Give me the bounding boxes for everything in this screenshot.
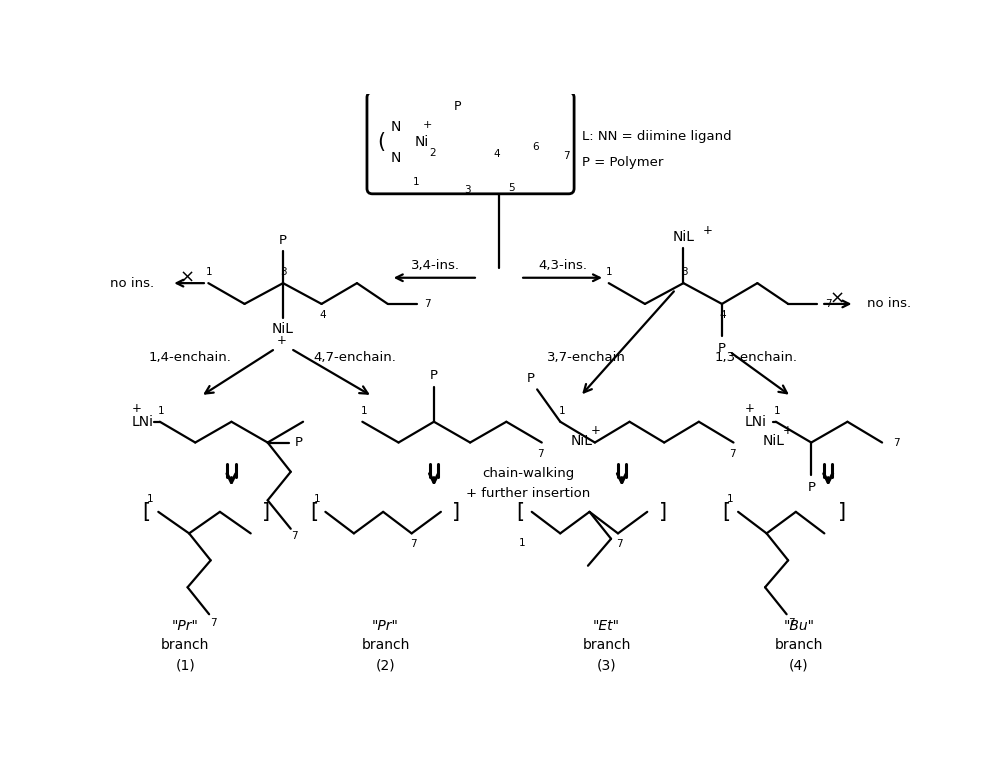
Text: 2: 2 bbox=[429, 148, 436, 158]
Text: P: P bbox=[718, 342, 726, 355]
Text: ×: × bbox=[180, 269, 195, 287]
Text: P: P bbox=[527, 372, 535, 385]
Text: 3,4-ins.: 3,4-ins. bbox=[411, 259, 460, 272]
Text: +: + bbox=[782, 425, 792, 437]
Text: 3: 3 bbox=[681, 267, 688, 277]
Text: 1,4-enchain.: 1,4-enchain. bbox=[149, 351, 232, 364]
Text: 1: 1 bbox=[158, 406, 165, 416]
Text: ×: × bbox=[830, 290, 845, 308]
Text: P = Polymer: P = Polymer bbox=[582, 155, 663, 169]
Text: 1: 1 bbox=[361, 406, 367, 416]
Text: 4: 4 bbox=[319, 310, 326, 319]
Text: 5: 5 bbox=[508, 184, 515, 194]
Text: P: P bbox=[430, 369, 438, 382]
Text: 7: 7 bbox=[893, 437, 899, 448]
Text: 1: 1 bbox=[726, 494, 733, 504]
Text: branch: branch bbox=[161, 638, 209, 652]
Text: 1: 1 bbox=[558, 406, 565, 416]
Text: 7: 7 bbox=[410, 539, 416, 549]
Text: ]: ] bbox=[262, 502, 270, 522]
Text: 7: 7 bbox=[210, 618, 217, 628]
Text: ]: ] bbox=[659, 502, 667, 522]
Text: +: + bbox=[703, 224, 713, 237]
Text: +: + bbox=[422, 120, 432, 130]
Text: (2): (2) bbox=[376, 659, 395, 672]
Text: 7: 7 bbox=[424, 299, 431, 309]
Text: ]: ] bbox=[838, 502, 846, 522]
Text: 4: 4 bbox=[493, 148, 500, 159]
Text: 1: 1 bbox=[206, 267, 212, 277]
Text: 1: 1 bbox=[606, 267, 613, 277]
Text: branch: branch bbox=[775, 638, 823, 652]
Text: "Pr": "Pr" bbox=[172, 619, 199, 633]
Text: 1,3-enchain.: 1,3-enchain. bbox=[714, 351, 797, 364]
Text: 3,7-enchain: 3,7-enchain bbox=[547, 351, 626, 364]
Text: [: [ bbox=[516, 502, 524, 522]
Text: +: + bbox=[277, 334, 286, 348]
Text: +: + bbox=[745, 402, 755, 415]
Text: Ni: Ni bbox=[415, 135, 429, 149]
Text: 1: 1 bbox=[147, 494, 153, 504]
Text: no ins.: no ins. bbox=[867, 298, 912, 310]
Text: chain-walking: chain-walking bbox=[482, 467, 574, 480]
Text: NiL: NiL bbox=[672, 230, 694, 244]
Text: P: P bbox=[279, 234, 287, 247]
Text: NiL: NiL bbox=[571, 434, 593, 448]
Text: N: N bbox=[390, 151, 401, 165]
Text: LNi: LNi bbox=[745, 415, 767, 429]
Text: 7: 7 bbox=[563, 151, 570, 161]
Text: (1): (1) bbox=[175, 659, 195, 672]
Text: branch: branch bbox=[361, 638, 410, 652]
Text: 4,7-enchain.: 4,7-enchain. bbox=[314, 351, 397, 364]
Text: 1: 1 bbox=[413, 177, 420, 187]
Text: 4,3-ins.: 4,3-ins. bbox=[538, 259, 587, 272]
Text: ]: ] bbox=[452, 502, 460, 522]
Text: "Bu": "Bu" bbox=[783, 619, 814, 633]
Text: "Et": "Et" bbox=[593, 619, 620, 633]
Text: L: NN = diimine ligand: L: NN = diimine ligand bbox=[582, 130, 731, 144]
FancyBboxPatch shape bbox=[367, 92, 574, 194]
Text: +: + bbox=[131, 402, 141, 415]
Text: 3: 3 bbox=[280, 267, 287, 277]
Text: 7: 7 bbox=[788, 618, 795, 628]
Text: 1: 1 bbox=[774, 406, 781, 416]
Text: [: [ bbox=[722, 502, 731, 522]
Text: NiL: NiL bbox=[272, 323, 294, 337]
Text: 1: 1 bbox=[518, 537, 525, 547]
Text: P: P bbox=[294, 436, 302, 449]
Text: + further insertion: + further insertion bbox=[466, 487, 590, 500]
Text: N: N bbox=[390, 119, 401, 134]
Text: NiL: NiL bbox=[763, 434, 785, 448]
Text: [: [ bbox=[310, 502, 318, 522]
Text: branch: branch bbox=[582, 638, 631, 652]
Text: 4: 4 bbox=[719, 310, 726, 319]
Text: 7: 7 bbox=[537, 449, 544, 459]
Text: "Pr": "Pr" bbox=[372, 619, 399, 633]
Text: no ins.: no ins. bbox=[110, 276, 154, 290]
Text: +: + bbox=[591, 425, 601, 437]
Text: (: ( bbox=[378, 132, 386, 152]
Text: 7: 7 bbox=[616, 539, 623, 549]
Text: (4): (4) bbox=[789, 659, 809, 672]
Text: 7: 7 bbox=[729, 449, 735, 459]
Text: LNi: LNi bbox=[131, 415, 153, 429]
Text: 6: 6 bbox=[532, 142, 539, 152]
Text: 7: 7 bbox=[291, 531, 298, 541]
Text: 7: 7 bbox=[825, 299, 832, 309]
Text: [: [ bbox=[143, 502, 151, 522]
Text: (3): (3) bbox=[597, 659, 616, 672]
Text: 1: 1 bbox=[314, 494, 320, 504]
Text: P: P bbox=[807, 480, 815, 494]
Text: P: P bbox=[453, 99, 461, 112]
Text: 3: 3 bbox=[464, 185, 470, 195]
